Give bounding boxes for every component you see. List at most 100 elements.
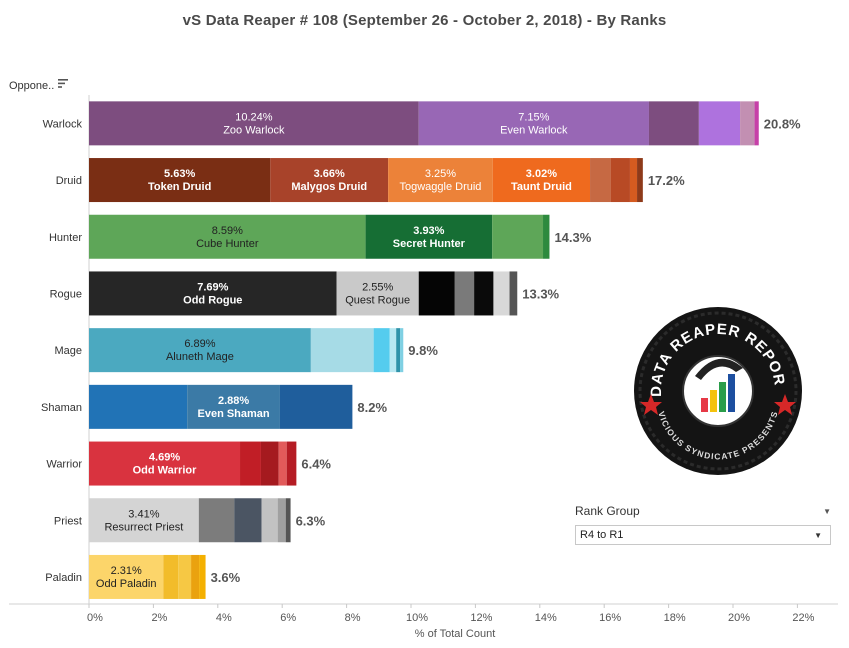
x-tick-label: 12% — [470, 612, 492, 624]
bar-segment[interactable] — [89, 328, 311, 373]
bar-segment[interactable] — [388, 158, 493, 203]
segment-value-label: 7.69% — [197, 281, 228, 293]
segment-name-label: Odd Warrior — [133, 465, 197, 477]
segment-name-label: Togwaggle Druid — [399, 181, 481, 193]
rank-group-dropdown[interactable]: R4 to R1 ▼ — [575, 525, 831, 545]
bar-segment[interactable] — [740, 101, 755, 146]
bar-row-druid[interactable]: Druid 5.63%Token Druid 3.66%Malygos Druid 3… — [56, 158, 685, 203]
segment-name-label: Zoo Warlock — [223, 124, 285, 136]
bar-segment[interactable] — [629, 158, 638, 203]
bar-segment[interactable] — [492, 214, 544, 259]
bar-segment[interactable] — [492, 158, 591, 203]
bar-segment[interactable] — [418, 101, 649, 146]
bar-segment[interactable] — [310, 328, 374, 373]
bar-segment[interactable] — [493, 271, 510, 316]
bar-row-mage[interactable]: Mage 6.89%Aluneth Mage 9.8% — [54, 328, 438, 373]
bar-segment[interactable] — [389, 328, 397, 373]
row-label: Warrior — [46, 459, 82, 471]
bar-segment[interactable] — [191, 554, 200, 599]
bar-row-warlock[interactable]: Warlock 10.24%Zoo Warlock 7.15%Even Warloc… — [43, 101, 801, 146]
x-tick-label: 16% — [599, 612, 621, 624]
row-label: Warlock — [43, 118, 83, 130]
row-label: Priest — [54, 515, 82, 527]
bar-segment[interactable] — [474, 271, 494, 316]
bar-segment[interactable] — [543, 214, 550, 259]
segment-name-label: Malygos Druid — [291, 181, 367, 193]
segment-value-label: 8.59% — [212, 225, 243, 237]
bar-segment[interactable] — [261, 498, 278, 543]
segment-value-label: 5.63% — [164, 168, 195, 180]
rank-group-filter: Rank Group ▼ R4 to R1 ▼ — [575, 504, 831, 545]
bar-segment[interactable] — [198, 498, 235, 543]
bar-segment[interactable] — [396, 328, 401, 373]
bar-segment[interactable] — [400, 328, 404, 373]
x-tick-label: 22% — [792, 612, 814, 624]
filter-menu-icon[interactable]: ▼ — [823, 506, 831, 516]
sort-icon[interactable] — [58, 78, 69, 88]
bar-segment[interactable] — [279, 384, 353, 429]
bar-segment[interactable] — [89, 101, 419, 146]
row-total-label: 8.2% — [357, 400, 387, 415]
bar-segment[interactable] — [270, 158, 389, 203]
row-label: Shaman — [41, 402, 82, 414]
data-reaper-logo: DATA REAPER REPORT VICIOUS SYNDICATE PRE… — [633, 306, 802, 475]
bar-segment[interactable] — [260, 441, 279, 486]
bar-row-shaman[interactable]: Shaman 2.88%Even Shaman 8.2% — [41, 384, 387, 429]
bar-segment[interactable] — [277, 498, 286, 543]
bar-segment[interactable] — [286, 441, 297, 486]
row-total-label: 9.8% — [408, 343, 438, 358]
segment-value-label: 7.15% — [518, 111, 549, 123]
x-axis-title: % of Total Count — [415, 628, 496, 640]
bar-segment[interactable] — [234, 498, 262, 543]
bar-segment[interactable] — [285, 498, 291, 543]
bar-row-warrior[interactable]: Warrior 4.69%Odd Warrior 6.4% — [46, 441, 331, 486]
bar-segment[interactable] — [199, 554, 206, 599]
bar-segment[interactable] — [365, 214, 493, 259]
bar-segment[interactable] — [637, 158, 643, 203]
segment-name-label: Secret Hunter — [393, 238, 466, 250]
segment-name-label: Aluneth Mage — [166, 351, 234, 363]
opponent-column-header[interactable]: Oppone.. — [9, 78, 69, 92]
bar-row-rogue[interactable]: Rogue 7.69%Odd Rogue 2.55%Quest Rogue 13.3% — [50, 271, 560, 316]
bar-segment[interactable] — [89, 271, 337, 316]
segment-name-label: Token Druid — [148, 181, 211, 193]
bar-segment[interactable] — [89, 498, 199, 543]
bar-segment[interactable] — [89, 158, 271, 203]
bar-row-priest[interactable]: Priest 3.41%Resurrect Priest 6.3% — [54, 498, 326, 543]
bar-segment[interactable] — [454, 271, 475, 316]
bar-segment[interactable] — [89, 554, 164, 599]
bar-segment[interactable] — [509, 271, 518, 316]
rank-group-title: Rank Group — [575, 504, 640, 518]
bar-segment[interactable] — [89, 441, 241, 486]
bar-row-paladin[interactable]: Paladin 2.31%Odd Paladin 3.6% — [45, 554, 241, 599]
segment-value-label: 2.55% — [362, 281, 393, 293]
bar-segment[interactable] — [590, 158, 611, 203]
bar-segment[interactable] — [754, 101, 759, 146]
bar-segment[interactable] — [89, 384, 188, 429]
bar-segment[interactable] — [610, 158, 630, 203]
segment-value-label: 3.93% — [413, 225, 444, 237]
segment-value-label: 2.88% — [218, 395, 249, 407]
bar-segment[interactable] — [187, 384, 280, 429]
bar-segment[interactable] — [240, 441, 261, 486]
chart-title: vS Data Reaper # 108 (September 26 - Oct… — [182, 12, 667, 29]
bar-segment[interactable] — [163, 554, 179, 599]
bar-segment[interactable] — [648, 101, 699, 146]
bar-segment[interactable] — [178, 554, 192, 599]
bar-segment[interactable] — [336, 271, 419, 316]
bar-segment[interactable] — [373, 328, 390, 373]
row-total-label: 17.2% — [648, 173, 685, 188]
x-tick-label: 10% — [406, 612, 428, 624]
x-tick-label: 6% — [280, 612, 296, 624]
bar-segment[interactable] — [698, 101, 741, 146]
row-label: Hunter — [49, 232, 82, 244]
bar-segment[interactable] — [278, 441, 287, 486]
bar-segment[interactable] — [418, 271, 455, 316]
bar-row-hunter[interactable]: Hunter 8.59%Cube Hunter 3.93%Secret Hunter… — [49, 214, 592, 259]
bar-segment[interactable] — [89, 214, 366, 259]
x-tick-label: 0% — [87, 612, 103, 624]
chevron-down-icon: ▼ — [814, 530, 822, 540]
segment-value-label: 3.41% — [128, 508, 159, 520]
row-label: Mage — [54, 345, 82, 357]
segment-value-label: 6.89% — [184, 338, 215, 350]
